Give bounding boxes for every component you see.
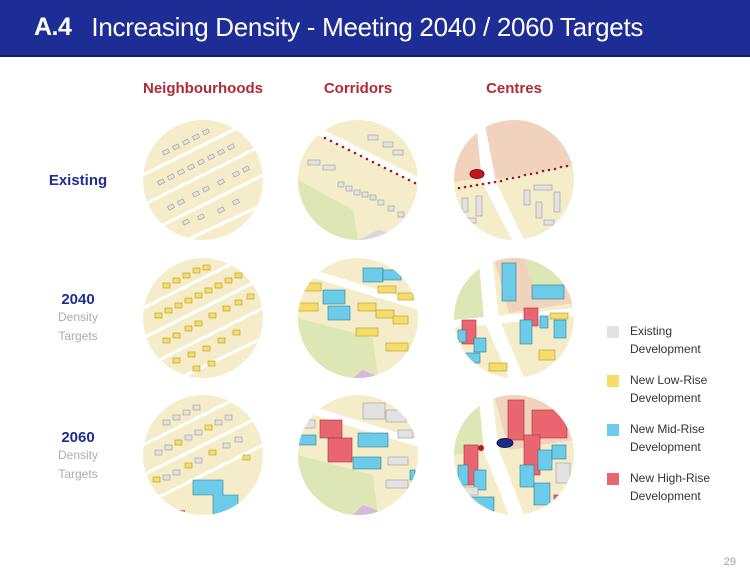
legend-label: New Mid-Rise Development bbox=[630, 422, 705, 454]
row-label-existing: Existing bbox=[28, 172, 128, 189]
legend-label: New Low-Rise Development bbox=[630, 373, 708, 405]
legend-item-low-rise: New Low-Rise Development bbox=[607, 371, 740, 407]
row-label-sub: Density bbox=[57, 310, 98, 324]
row-label-main: 2060 bbox=[61, 429, 95, 446]
legend-item-existing: Existing Development bbox=[607, 322, 740, 358]
map-2040-neighbourhoods bbox=[143, 258, 263, 378]
legend-swatch-mid-rise bbox=[607, 424, 619, 436]
page-number: 29 bbox=[723, 556, 736, 568]
map-2060-corridors bbox=[298, 395, 418, 515]
legend: Existing Development New Low-Rise Developm… bbox=[607, 322, 740, 518]
map-2040-corridors bbox=[298, 258, 418, 378]
row-label-sub: Targets bbox=[58, 467, 98, 481]
legend-item-mid-rise: New Mid-Rise Development bbox=[607, 420, 740, 456]
column-heading-corridors: Corridors bbox=[323, 80, 393, 97]
row-label-sub: Density bbox=[57, 448, 98, 462]
row-label-main: 2040 bbox=[61, 291, 95, 308]
row-label-2040: 2040 Density Targets bbox=[28, 291, 128, 346]
map-2060-centres bbox=[454, 395, 574, 515]
legend-label: Existing Development bbox=[630, 324, 701, 356]
map-existing-centres bbox=[454, 120, 574, 240]
row-label-2060: 2060 Density Targets bbox=[28, 429, 128, 484]
legend-swatch-existing bbox=[607, 326, 619, 338]
map-existing-neighbourhoods bbox=[143, 120, 263, 240]
map-existing-corridors bbox=[298, 120, 418, 240]
page-title: Increasing Density - Meeting 2040 / 2060… bbox=[91, 12, 644, 42]
legend-label: New High-Rise Development bbox=[630, 471, 711, 503]
column-heading-neighbourhoods: Neighbourhoods bbox=[143, 80, 263, 97]
map-2040-centres bbox=[454, 258, 574, 378]
section-code: A.4 bbox=[34, 13, 72, 41]
title-bar: A.4 Increasing Density - Meeting 2040 / … bbox=[0, 0, 750, 57]
legend-swatch-high-rise bbox=[607, 473, 619, 485]
row-label-sub: Targets bbox=[58, 329, 98, 343]
legend-swatch-low-rise bbox=[607, 375, 619, 387]
legend-item-high-rise: New High-Rise Development bbox=[607, 469, 740, 505]
row-label-main: Existing bbox=[48, 172, 108, 189]
column-heading-centres: Centres bbox=[486, 80, 542, 97]
map-2060-neighbourhoods bbox=[143, 395, 263, 515]
